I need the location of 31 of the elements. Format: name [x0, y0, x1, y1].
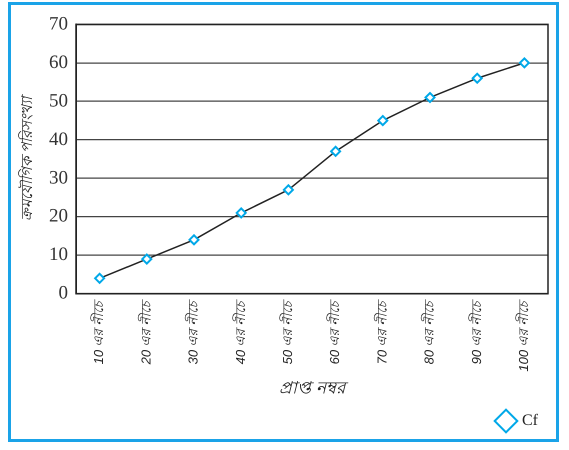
y-tick-label: 10: [49, 244, 68, 266]
x-tick-label: 40 এর নীচে: [232, 298, 248, 364]
y-tick-label: 20: [49, 206, 68, 227]
x-tick-label: 50 এর নীচে: [279, 298, 296, 364]
point: [472, 72, 483, 84]
y-tick-label: 60: [49, 52, 68, 73]
y-tick-label: 70: [49, 13, 68, 34]
point: [282, 184, 294, 196]
point: [141, 254, 152, 265]
x-tick-label: 10 এর নীচে: [90, 298, 106, 364]
y-tick-label: 0: [58, 282, 68, 304]
x-axis-title: প্রাপ্ত নম্বর: [279, 378, 349, 398]
x-tick-label: 60 এর নীচে: [326, 298, 342, 364]
point: [518, 57, 530, 68]
x-tick-label: 70 এর নীচে: [373, 298, 390, 364]
y-tick-label: 50: [49, 90, 68, 112]
point: [236, 207, 247, 218]
x-tick-label: 20 এর নীচে: [137, 298, 154, 366]
point: [188, 234, 200, 246]
point: [94, 272, 106, 284]
point: [377, 115, 388, 126]
x-tick-label: 80 এর নীচে: [420, 298, 437, 364]
y-tick-label: 40: [49, 128, 68, 150]
y-tick-label: 30: [49, 167, 68, 188]
point: [330, 146, 342, 157]
x-tick-label: 90 এর নীচে: [468, 298, 484, 364]
point: [424, 92, 436, 103]
x-tick-label: 100 এর নীচে: [515, 298, 532, 372]
x-tick-label: 30 এর নীচে: [184, 298, 201, 364]
legend-label: Cf: [522, 412, 539, 430]
y-axis-title: ক্রমযৌগিক পরিসংখ্যা: [18, 94, 36, 222]
